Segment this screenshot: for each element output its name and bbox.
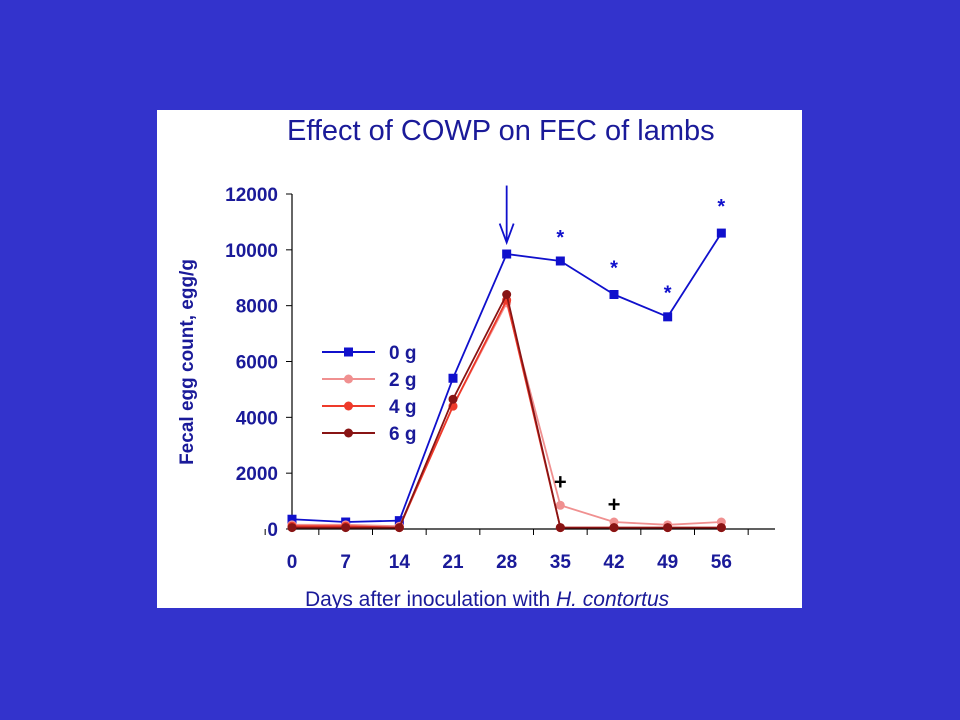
plot-area xyxy=(287,228,726,533)
legend-label: 0 g xyxy=(389,343,416,364)
axes: 0 2000 4000 6000 8000 10000 12000 0 7 14 21 28 35 42 4… xyxy=(225,185,775,573)
legend-marker xyxy=(344,428,353,438)
series-line-3 xyxy=(292,293,722,529)
data-point-3 xyxy=(663,523,673,533)
data-point-0 xyxy=(448,373,458,383)
x-tick-label: 42 xyxy=(603,552,624,573)
data-point-0 xyxy=(716,228,726,238)
y-axis-label: Fecal egg count, egg/g xyxy=(177,259,198,465)
significance-asterisk: * xyxy=(664,283,672,305)
chart-title: Effect of COWP on FEC of lambs xyxy=(287,115,715,147)
fec-line-chart: Effect of COWP on FEC of lambs Fecal egg… xyxy=(177,115,775,608)
legend: 0 g 2 g 4 g 6 g xyxy=(322,343,416,445)
data-point-0 xyxy=(394,516,404,526)
data-point-3 xyxy=(609,523,619,533)
series-line-2 xyxy=(292,299,722,529)
x-tick-label: 56 xyxy=(711,552,732,573)
significance-plus: + xyxy=(554,470,567,495)
series-line-1 xyxy=(292,301,722,528)
data-point-3 xyxy=(341,523,351,533)
data-point-0 xyxy=(609,290,619,299)
y-tick-label: 2000 xyxy=(236,464,278,485)
y-tick-label: 10000 xyxy=(225,241,278,262)
data-point-3 xyxy=(287,523,297,533)
y-tick-label: 6000 xyxy=(236,353,278,374)
x-tick-label: 14 xyxy=(389,552,411,573)
x-tick-label: 49 xyxy=(657,552,678,573)
y-tick-label: 8000 xyxy=(236,297,278,318)
x-tick-label: 28 xyxy=(496,552,517,573)
significance-asterisk: * xyxy=(556,227,564,249)
legend-marker xyxy=(344,347,353,357)
arrow-annotation-head xyxy=(498,223,515,246)
x-tick-label: 7 xyxy=(340,552,351,573)
y-tick-label: 4000 xyxy=(236,408,278,429)
legend-label: 2 g xyxy=(389,370,416,391)
x-axis-label: Days after inoculation with H. contortus xyxy=(305,588,670,608)
legend-marker xyxy=(344,401,353,411)
data-point-3 xyxy=(448,394,458,404)
y-tick-label: 12000 xyxy=(225,185,278,206)
data-point-3 xyxy=(716,523,726,533)
data-point-3 xyxy=(394,523,404,533)
data-point-0 xyxy=(555,256,565,266)
legend-marker xyxy=(344,374,353,384)
data-point-0 xyxy=(287,514,297,524)
x-tick-label: 21 xyxy=(442,552,464,573)
y-tick-label: 0 xyxy=(267,520,278,541)
x-axis-label-species: H. contortus xyxy=(556,588,670,608)
legend-label: 6 g xyxy=(389,424,416,445)
chart-panel: Effect of COWP on FEC of lambs Fecal egg… xyxy=(157,110,802,608)
data-point-1 xyxy=(555,500,565,510)
x-tick-label: 0 xyxy=(287,552,298,573)
significance-asterisk: * xyxy=(717,196,725,218)
data-point-3 xyxy=(502,290,512,299)
x-tick-label: 35 xyxy=(550,552,572,573)
data-point-3 xyxy=(555,523,565,533)
legend-label: 4 g xyxy=(389,397,416,418)
data-point-0 xyxy=(663,312,673,322)
annotations: * * * * + + xyxy=(498,185,725,517)
significance-plus: + xyxy=(608,492,621,517)
data-point-0 xyxy=(502,249,512,259)
series-line-0 xyxy=(291,232,723,523)
significance-asterisk: * xyxy=(610,258,618,280)
x-axis-label-text: Days after inoculation with xyxy=(305,588,556,608)
